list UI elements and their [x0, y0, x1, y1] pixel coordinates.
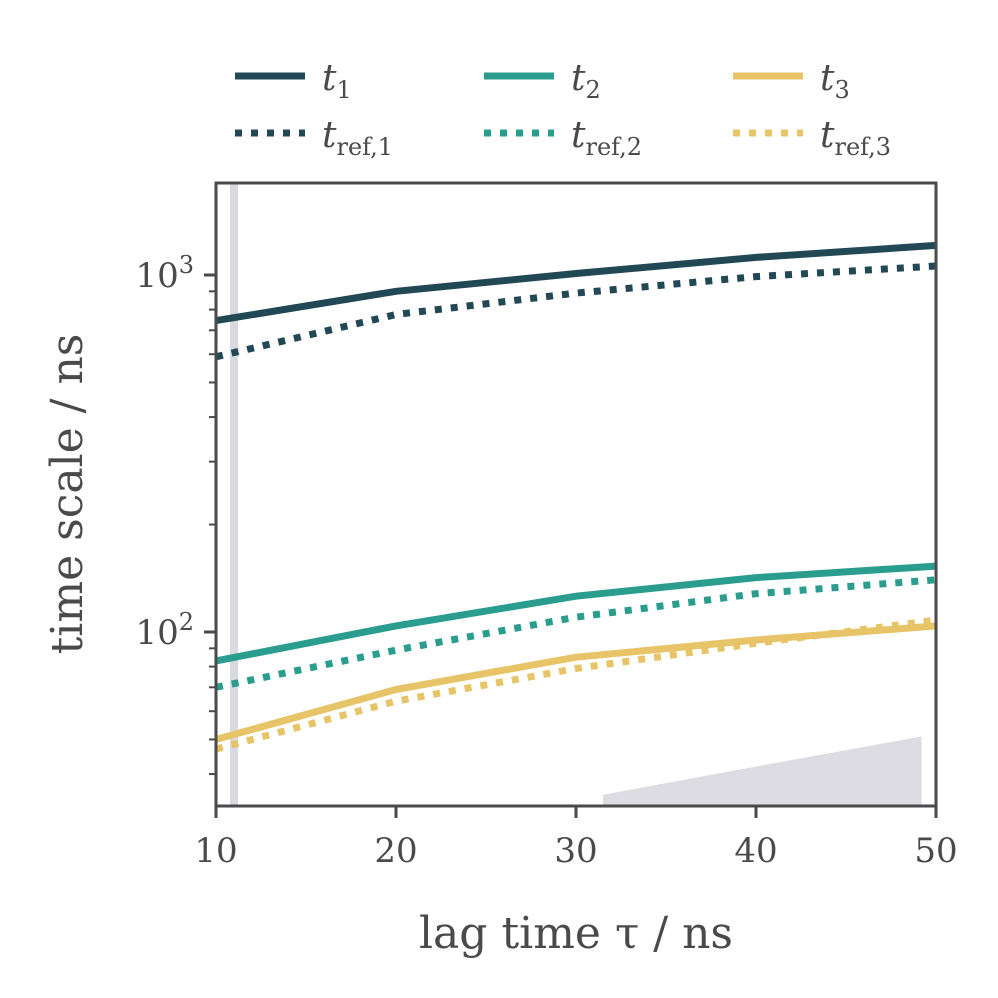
- shaded-area: [603, 736, 922, 806]
- series-line-6: [215, 616, 937, 753]
- legend: t1 t2 t3 tref,1 tref,2 tref,3: [235, 58, 891, 161]
- legend-label-tref1: tref,1: [322, 115, 393, 161]
- y-tick-label-1000: 103: [135, 251, 194, 296]
- legend-label-tref2: tref,2: [571, 115, 642, 161]
- shaded-band: [230, 183, 238, 806]
- y-tick-label-100: 102: [135, 608, 194, 653]
- y-axis-label: time scale / ns: [42, 334, 93, 655]
- shading-layer: [230, 183, 922, 806]
- series-line-1: [215, 241, 937, 325]
- legend-label-t3: t3: [820, 58, 850, 104]
- legend-label-t2: t2: [571, 58, 601, 104]
- x-tick-label-50: 50: [914, 831, 957, 871]
- x-tick-label-40: 40: [734, 831, 777, 871]
- series-line-2: [215, 562, 937, 665]
- series-layer: [215, 241, 937, 753]
- series-line-4: [215, 262, 937, 361]
- legend-label-t1: t1: [322, 58, 352, 104]
- tick-layer: 10 20 30 40 50 102 103: [135, 251, 957, 871]
- plot-frame: [214, 181, 938, 808]
- x-tick-label-20: 20: [374, 831, 417, 871]
- x-tick-label-30: 30: [554, 831, 597, 871]
- x-axis-label: lag time τ / ns: [419, 908, 733, 959]
- legend-label-tref3: tref,3: [820, 115, 891, 161]
- series-line-5: [215, 576, 937, 691]
- x-tick-label-10: 10: [194, 831, 237, 871]
